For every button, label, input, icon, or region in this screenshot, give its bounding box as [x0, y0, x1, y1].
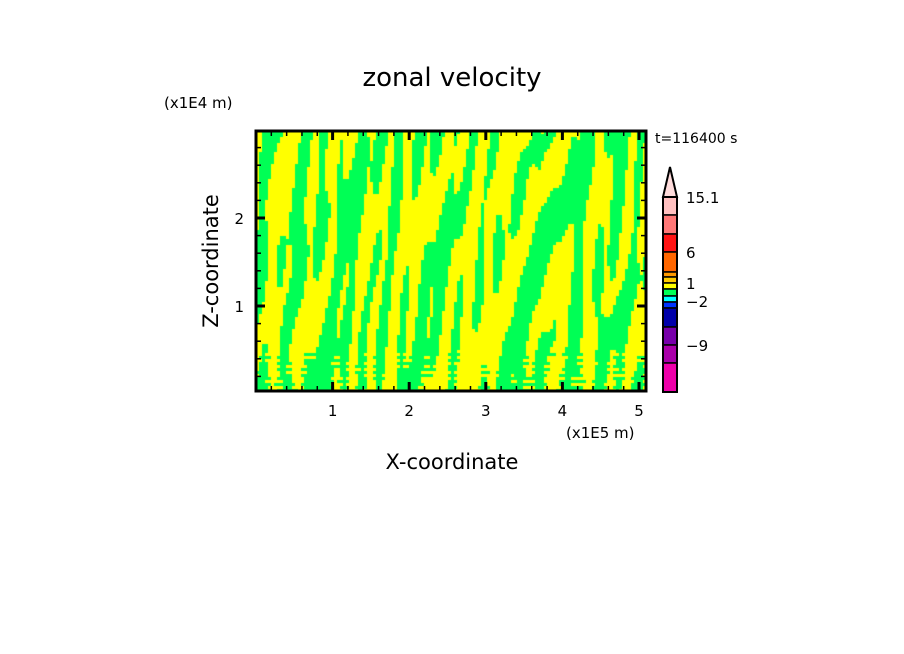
y-tick-label: 1	[234, 298, 244, 316]
colorbar-segment	[662, 196, 678, 216]
colorbar-segment	[662, 295, 678, 303]
colorbar-segment	[662, 251, 678, 273]
colorbar-segment	[662, 307, 678, 328]
colorbar-label: 1	[686, 275, 696, 293]
colorbar-segment	[662, 288, 678, 297]
x-tick-label: 4	[558, 402, 568, 420]
colorbar-label: 6	[686, 244, 696, 262]
colorbar-label: 15.1	[686, 189, 719, 207]
time-label: t=116400 s	[655, 131, 737, 147]
colorbar-segment	[662, 301, 678, 309]
colorbar-tip	[661, 166, 679, 198]
x-tick-label: 5	[634, 402, 644, 420]
y-axis-label: Z-coordinate	[199, 194, 223, 328]
colorbar-segment	[662, 344, 678, 364]
plot-frame	[254, 129, 648, 393]
colorbar-label: −2	[686, 293, 708, 311]
velocity-field-heatmap	[256, 131, 646, 391]
x-tick-label: 3	[481, 402, 491, 420]
x-unit-label: (x1E5 m)	[566, 424, 635, 442]
colorbar-segment	[662, 282, 678, 290]
y-unit-label: (x1E4 m)	[164, 94, 233, 112]
colorbar-segment	[662, 362, 678, 393]
colorbar-label: −9	[686, 337, 708, 355]
colorbar-segment	[662, 233, 678, 253]
x-axis-label: X-coordinate	[386, 450, 519, 474]
x-tick-label: 2	[404, 402, 414, 420]
colorbar-frame	[662, 196, 678, 393]
colorbar-segment	[662, 326, 678, 346]
colorbar-segment	[662, 214, 678, 235]
chart-title: zonal velocity	[362, 63, 541, 93]
x-tick-label: 1	[328, 402, 338, 420]
colorbar-segment	[662, 276, 678, 284]
y-tick-label: 2	[234, 210, 244, 228]
